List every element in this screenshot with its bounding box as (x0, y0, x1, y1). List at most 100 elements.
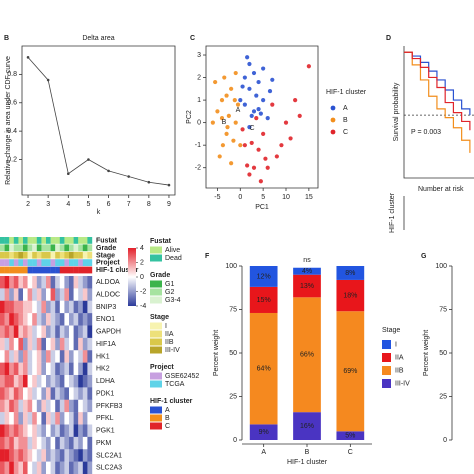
legend-swatch (150, 372, 162, 380)
heatmap-cell (55, 313, 60, 326)
heatmap-cell (87, 362, 93, 376)
heatmap-cell (9, 325, 14, 339)
y-axis-label: Percent weight (423, 330, 430, 376)
annotation-cell (78, 259, 83, 266)
annotation-cell (13, 244, 19, 252)
heatmap-cell (27, 449, 33, 462)
x-tick-label: -5 (214, 194, 220, 201)
heatmap-cell (36, 276, 42, 289)
heatmap-cell (78, 337, 83, 351)
annotation-cell (23, 251, 28, 259)
data-point (240, 127, 245, 132)
data-point (87, 158, 90, 161)
value-label: 5% (345, 432, 355, 439)
x-axis-label: PC1 (255, 204, 269, 211)
y-tick-label: -1 (195, 142, 201, 149)
gene-label: PFKL (96, 415, 114, 422)
data-point (258, 111, 263, 116)
heatmap-cell (41, 436, 47, 450)
heatmap-cell (18, 424, 24, 438)
heatmap-cell (32, 461, 37, 474)
value-label: 8% (345, 270, 355, 277)
annotation-cell (0, 266, 5, 274)
heatmap-cell (0, 375, 5, 388)
gene-label: PKM (96, 440, 111, 447)
legend-label: IIA (165, 331, 174, 338)
heatmap-cell (23, 436, 28, 450)
bar-segment (249, 424, 278, 440)
data-point (242, 143, 247, 148)
heatmap-cell (36, 325, 42, 339)
data-point (249, 113, 254, 118)
heatmap-cell (87, 350, 93, 363)
annotation-cell (27, 251, 33, 259)
gene-label: HIF1A (96, 341, 116, 348)
heatmap-cell (36, 399, 42, 413)
heatmap-cell (13, 313, 19, 326)
data-point (210, 120, 215, 125)
heatmap-cell (0, 288, 5, 301)
data-point (219, 116, 225, 121)
annotation-cell (59, 266, 65, 274)
annotation-cell (32, 244, 37, 252)
heatmap-cell (55, 375, 60, 388)
heatmap-cell (59, 362, 65, 376)
heatmap-cell (82, 313, 88, 326)
heatmap-cell (18, 449, 24, 462)
heatmap-cell (55, 399, 60, 413)
heatmap-cell (9, 375, 14, 388)
heatmap-cell (18, 276, 24, 289)
scale-tick-label: 0 (140, 274, 144, 281)
heatmap-cell (41, 276, 47, 289)
heatmap-cell (87, 399, 93, 413)
heatmap-cell (50, 449, 56, 462)
annotation-cell (50, 251, 56, 259)
gene-label: ALDOC (96, 291, 120, 298)
heatmap-cell (36, 300, 42, 314)
heatmap-cell (82, 276, 88, 289)
legend-title: HIF-1 cluster (326, 89, 367, 96)
axis-line (21, 45, 176, 196)
data-point (251, 109, 257, 114)
heatmap-cell (23, 412, 28, 425)
heatmap-cell (59, 325, 65, 339)
data-point (217, 154, 222, 159)
data-point (224, 131, 229, 137)
data-point (261, 66, 266, 71)
heatmap-cell (36, 424, 42, 438)
axis-line (403, 46, 474, 179)
heatmap-cell (69, 288, 74, 301)
heatmap-cell (50, 412, 56, 425)
heatmap-cell (4, 375, 10, 388)
annotation-cell (18, 251, 24, 259)
value-label: 13% (300, 283, 314, 290)
heatmap-cell (46, 387, 51, 400)
legend-swatch (150, 406, 162, 414)
heatmap-cell (50, 276, 56, 289)
gene-label: GAPDH (96, 329, 121, 336)
cluster-annotation: A (236, 107, 241, 114)
heatmap-cell (23, 276, 28, 289)
heatmap-cell (0, 350, 5, 363)
heatmap-cell (82, 288, 88, 301)
heatmap-cell (9, 387, 14, 400)
heatmap-cell (4, 337, 10, 351)
heatmap-cell (13, 387, 19, 400)
legend-swatch (150, 288, 162, 296)
scale-tick-label: 4 (140, 245, 144, 252)
heatmap-cell (13, 436, 19, 450)
data-point (238, 97, 243, 103)
heatmap-cell (9, 313, 14, 326)
heatmap-cell (41, 350, 47, 363)
heatmap-cell (87, 461, 93, 474)
heatmap-cell (87, 449, 93, 462)
heatmap-cell (41, 412, 47, 425)
heatmap-cell (4, 276, 10, 289)
heatmap-cell (55, 436, 60, 450)
heatmap-cell (4, 288, 10, 301)
legend-swatch (150, 422, 162, 430)
track-label: Project (96, 260, 120, 267)
annotation-cell (4, 259, 10, 266)
